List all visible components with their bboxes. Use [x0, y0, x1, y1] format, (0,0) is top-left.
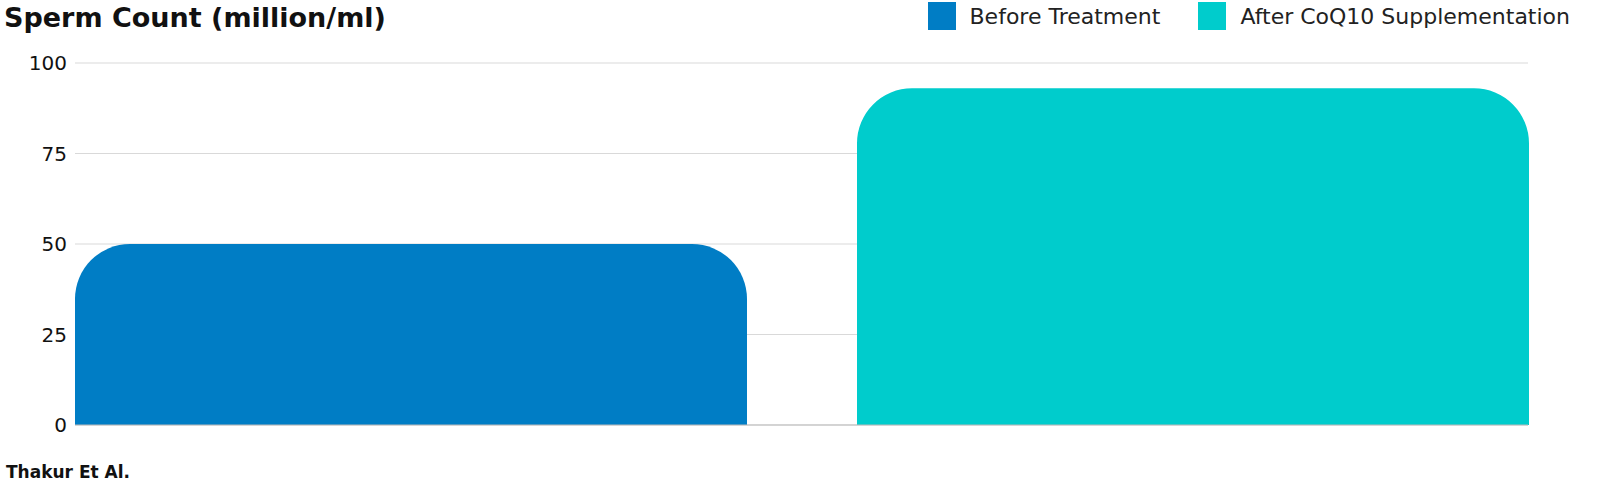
svg-text:100: 100	[29, 51, 67, 75]
svg-text:25: 25	[42, 323, 67, 347]
svg-text:0: 0	[54, 413, 67, 437]
html-text:Sperm Count (million/ml): Sperm Count (million/ml)	[4, 2, 386, 33]
html-text:Before Treatment: Before Treatment	[969, 3, 1161, 29]
html-text:After CoQ10 Supplementation: After CoQ10 Supplementation	[1240, 3, 1570, 29]
svg-text:75: 75	[42, 142, 67, 166]
html-text:Thakur Et Al.: Thakur Et Al.	[6, 462, 130, 482]
svg-text:50: 50	[42, 232, 67, 256]
